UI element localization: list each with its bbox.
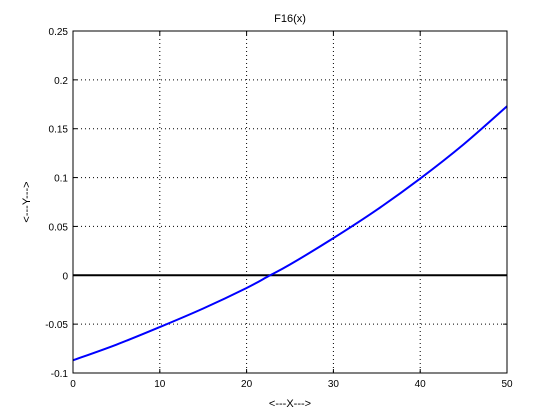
- x-axis-label: <---X--->: [269, 398, 311, 410]
- y-tick-label: 0.25: [49, 27, 69, 38]
- y-tick-label: -0.05: [45, 320, 68, 331]
- y-tick-labels: -0.1 -0.05 0 0.05 0.1 0.15 0.2 0.25: [45, 27, 68, 380]
- ticks: [72, 30, 508, 374]
- x-tick-label: 50: [501, 379, 513, 390]
- x-tick-label: 10: [154, 379, 166, 390]
- x-tick-label: 30: [328, 379, 340, 390]
- x-tick-label: 40: [415, 379, 427, 390]
- y-axis-label: <---Y--->: [21, 181, 33, 222]
- series-line: [72, 105, 508, 362]
- x-tick-label: 20: [241, 379, 253, 390]
- plot-area: [73, 31, 507, 373]
- y-tick-label: -0.1: [51, 369, 69, 380]
- x-tick-labels: 0 10 20 30 40 50: [70, 379, 513, 390]
- y-tick-label: 0.1: [54, 174, 68, 185]
- chart-title: F16(x): [274, 13, 306, 25]
- plot-frame: [72, 30, 508, 374]
- y-tick-label: 0.2: [54, 76, 68, 87]
- x-tick-label: 0: [70, 379, 76, 390]
- series-group: [72, 105, 508, 362]
- y-tick-label: 0.05: [49, 222, 69, 233]
- y-tick-label: 0: [62, 271, 68, 282]
- y-tick-label: 0.15: [49, 125, 69, 136]
